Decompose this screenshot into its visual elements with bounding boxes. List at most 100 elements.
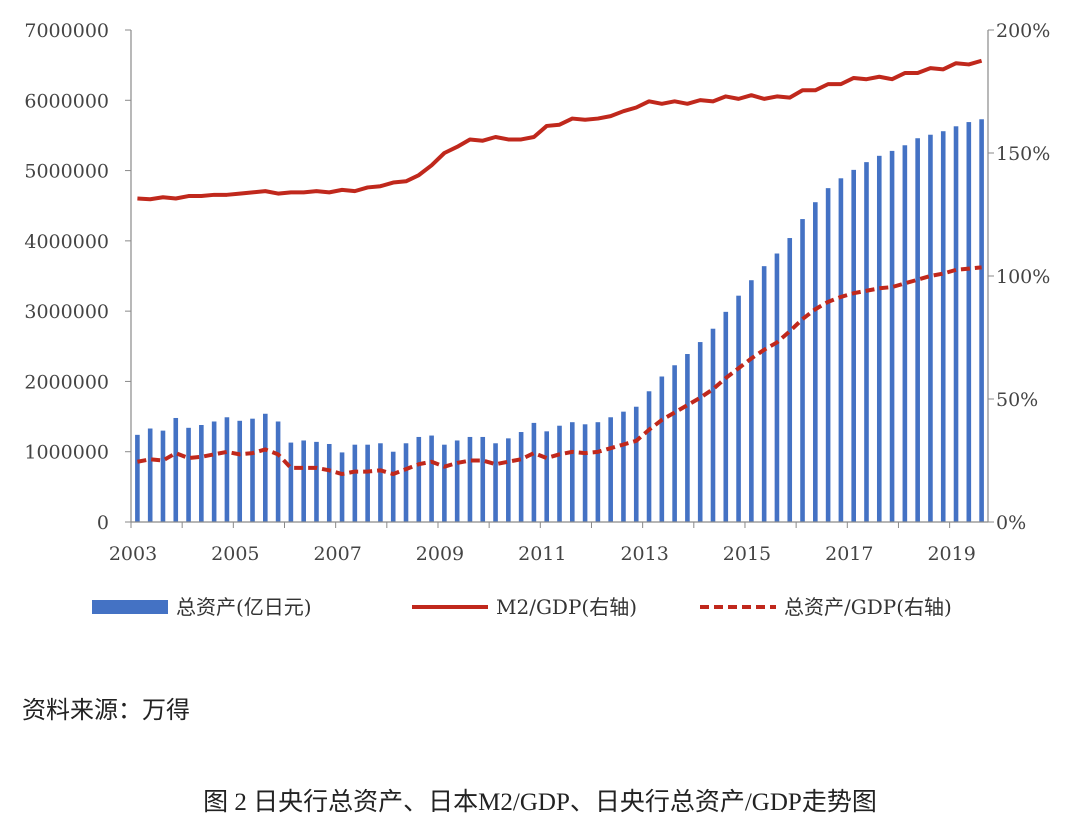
bar-series-total-assets bbox=[135, 119, 984, 523]
bar bbox=[493, 443, 498, 522]
legend: 总资产(亿日元) M2/GDP(右轴) 总资产/GDP(右轴) bbox=[92, 595, 952, 619]
line-m2-gdp bbox=[137, 58, 983, 202]
bar bbox=[160, 430, 166, 522]
bar bbox=[237, 420, 243, 522]
bar bbox=[928, 134, 933, 522]
bar bbox=[838, 178, 844, 522]
bar bbox=[135, 434, 140, 522]
bar bbox=[761, 266, 767, 522]
bar bbox=[876, 155, 882, 522]
bar bbox=[147, 428, 153, 522]
bar bbox=[544, 431, 550, 522]
bar bbox=[902, 145, 908, 523]
bar bbox=[672, 365, 677, 522]
bar bbox=[864, 162, 869, 522]
x-tick-label: 2015 bbox=[723, 543, 771, 565]
bar bbox=[326, 443, 332, 522]
left-tick-label: 4000000 bbox=[24, 231, 109, 253]
bar bbox=[263, 413, 268, 522]
line-total-assets-gdp bbox=[137, 265, 982, 477]
x-tick-label: 2013 bbox=[620, 543, 668, 565]
bar bbox=[736, 295, 741, 522]
bar bbox=[429, 435, 434, 522]
right-tick-label: 100% bbox=[996, 266, 1050, 288]
bar bbox=[813, 202, 818, 522]
left-tick-label: 1000000 bbox=[24, 442, 109, 464]
bar bbox=[403, 443, 409, 522]
bar bbox=[825, 188, 831, 522]
bar bbox=[774, 253, 780, 522]
bar bbox=[531, 422, 537, 522]
right-tick-label: 150% bbox=[996, 143, 1050, 165]
bar bbox=[697, 342, 703, 522]
bar bbox=[953, 126, 959, 522]
x-axis-tick-labels: 2003 2005 2007 2009 2011 2013 2015 2017 2019 bbox=[109, 522, 976, 565]
bar bbox=[979, 119, 984, 523]
bar bbox=[199, 425, 204, 522]
bar bbox=[288, 442, 294, 522]
left-tick-label: 0 bbox=[97, 512, 109, 534]
bar bbox=[454, 440, 460, 522]
bar bbox=[749, 280, 754, 522]
x-tick-label: 2007 bbox=[313, 543, 361, 565]
bar bbox=[416, 436, 422, 522]
bar bbox=[365, 444, 370, 522]
legend-label: M2/GDP(右轴) bbox=[496, 595, 637, 619]
bar bbox=[966, 122, 972, 523]
bar bbox=[646, 391, 652, 522]
bar bbox=[851, 169, 856, 522]
left-tick-label: 2000000 bbox=[24, 371, 109, 393]
bar bbox=[800, 219, 805, 522]
bar bbox=[608, 417, 613, 522]
left-axis-tick-labels: 0 1000000 2000000 3000000 4000000 5000000 6000… bbox=[24, 20, 131, 534]
bar bbox=[582, 424, 588, 522]
bar bbox=[621, 411, 626, 522]
bar bbox=[314, 441, 319, 522]
bar bbox=[723, 311, 729, 522]
left-tick-label: 7000000 bbox=[24, 20, 109, 42]
bar bbox=[480, 436, 486, 522]
figure-caption: 图 2 日央行总资产、日本M2/GDP、日央行总资产/GDP走势图 bbox=[203, 789, 877, 816]
x-tick-label: 2019 bbox=[927, 543, 975, 565]
bar bbox=[633, 406, 639, 522]
source-note: 资料来源：万得 bbox=[22, 696, 190, 724]
left-tick-label: 5000000 bbox=[24, 161, 109, 183]
x-tick-label: 2005 bbox=[211, 543, 259, 565]
right-tick-label: 200% bbox=[996, 20, 1050, 42]
x-tick-label: 2017 bbox=[825, 543, 873, 565]
bar bbox=[250, 418, 255, 522]
bar bbox=[352, 444, 358, 522]
bar bbox=[173, 417, 179, 522]
bar bbox=[301, 440, 306, 522]
legend-label: 总资产/GDP(右轴) bbox=[784, 595, 952, 619]
bar bbox=[518, 432, 524, 522]
right-axis-tick-labels: 0% 50% 100% 150% 200% bbox=[988, 20, 1050, 534]
bar bbox=[569, 422, 575, 522]
bar bbox=[186, 427, 191, 522]
bar bbox=[275, 421, 281, 522]
bar bbox=[787, 238, 793, 522]
bar bbox=[915, 138, 920, 523]
bar bbox=[940, 131, 946, 522]
bar bbox=[390, 451, 396, 522]
bar bbox=[685, 354, 690, 522]
bar bbox=[339, 452, 345, 522]
line-series bbox=[137, 58, 983, 477]
x-tick-label: 2011 bbox=[518, 543, 566, 565]
bar bbox=[889, 150, 895, 523]
bar bbox=[378, 443, 383, 522]
x-tick-label: 2009 bbox=[416, 543, 464, 565]
left-tick-label: 6000000 bbox=[24, 90, 109, 112]
bar bbox=[442, 444, 447, 522]
bar bbox=[467, 436, 473, 522]
left-tick-label: 3000000 bbox=[24, 301, 109, 323]
legend-swatch-bar bbox=[92, 600, 168, 614]
bar bbox=[211, 421, 217, 522]
bar bbox=[659, 376, 665, 522]
bar bbox=[557, 425, 562, 522]
x-tick-label: 2003 bbox=[109, 543, 157, 565]
bar bbox=[710, 328, 716, 522]
legend-label: 总资产(亿日元) bbox=[176, 595, 312, 619]
bar bbox=[595, 422, 601, 522]
bar bbox=[506, 438, 511, 522]
